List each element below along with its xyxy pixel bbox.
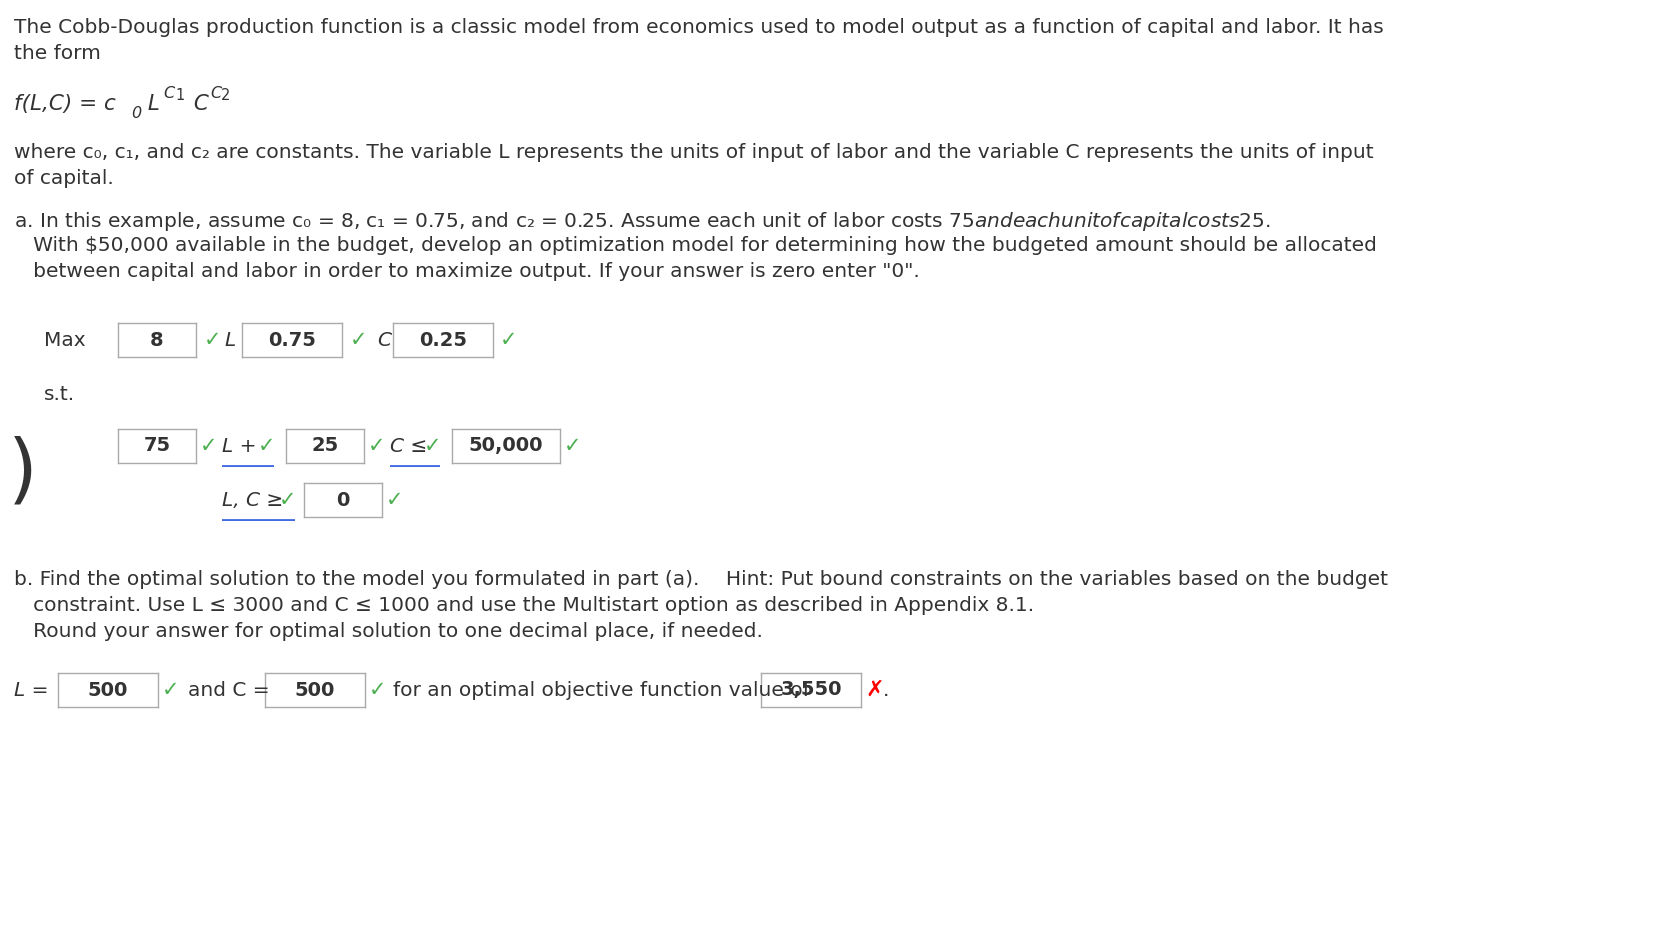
Text: C: C (186, 94, 208, 114)
Text: 0: 0 (336, 490, 349, 509)
Text: Round your answer for optimal solution to one decimal place, if needed.: Round your answer for optimal solution t… (13, 622, 763, 641)
Text: 25: 25 (312, 436, 339, 456)
Text: L +: L + (221, 436, 257, 456)
Text: 75: 75 (143, 436, 171, 456)
Text: ✓: ✓ (564, 436, 582, 456)
Text: 500: 500 (87, 680, 128, 699)
Text: L =: L = (13, 680, 49, 699)
Text: ✗: ✗ (864, 680, 884, 700)
Text: 2: 2 (221, 87, 230, 103)
Text: between capital and labor in order to maximize output. If your answer is zero en: between capital and labor in order to ma… (13, 262, 920, 281)
Text: ): ) (8, 436, 37, 510)
Text: and C =: and C = (188, 680, 270, 699)
Text: ✓: ✓ (258, 436, 275, 456)
Text: L: L (141, 94, 159, 114)
Text: b. Find the optimal solution to the model you formulated in part (a).  Hint: Put: b. Find the optimal solution to the mode… (13, 570, 1388, 589)
Text: L: L (223, 330, 235, 349)
Text: 0.75: 0.75 (268, 330, 315, 349)
Text: ✓: ✓ (367, 436, 386, 456)
Text: s.t.: s.t. (44, 386, 76, 404)
Text: 1: 1 (175, 87, 185, 103)
Text: Max: Max (44, 330, 86, 349)
Text: of capital.: of capital. (13, 169, 114, 188)
Text: C ≤: C ≤ (389, 436, 428, 456)
Text: ✓: ✓ (386, 490, 403, 510)
Text: ✓: ✓ (205, 330, 221, 350)
Text: for an optimal objective function value of: for an optimal objective function value … (393, 680, 810, 699)
Text: ✓: ✓ (279, 490, 297, 510)
Text: With $50,000 available in the budget, develop an optimization model for determin: With $50,000 available in the budget, de… (13, 236, 1378, 255)
Text: C: C (378, 330, 391, 349)
Text: ✓: ✓ (425, 436, 441, 456)
Text: C: C (163, 86, 175, 101)
Text: ✓: ✓ (200, 436, 218, 456)
Text: ✓: ✓ (369, 680, 386, 700)
Text: constraint. Use L ≤ 3000 and C ≤ 1000 and use the Multistart option as described: constraint. Use L ≤ 3000 and C ≤ 1000 an… (13, 596, 1034, 615)
Text: L, C ≥: L, C ≥ (221, 490, 284, 509)
Text: ✓: ✓ (163, 680, 180, 700)
Text: The Cobb-Douglas production function is a classic model from economics used to m: The Cobb-Douglas production function is … (13, 18, 1384, 37)
Text: a. In this example, assume c₀ = 8, c₁ = 0.75, and c₂ = 0.25. Assume each unit of: a. In this example, assume c₀ = 8, c₁ = … (13, 210, 1270, 233)
Text: 50,000: 50,000 (468, 436, 544, 456)
Text: 500: 500 (295, 680, 336, 699)
Text: where c₀, c₁, and c₂ are constants. The variable L represents the units of input: where c₀, c₁, and c₂ are constants. The … (13, 143, 1374, 162)
Text: f(L,C) = c: f(L,C) = c (13, 94, 116, 114)
Text: C: C (210, 86, 221, 101)
Text: 3,550: 3,550 (780, 680, 842, 699)
Text: ✓: ✓ (351, 330, 367, 350)
Text: 8: 8 (151, 330, 164, 349)
Text: 0.25: 0.25 (420, 330, 466, 349)
Text: .: . (883, 680, 889, 699)
Text: ✓: ✓ (500, 330, 517, 350)
Text: 0: 0 (131, 106, 141, 121)
Text: the form: the form (13, 44, 101, 63)
